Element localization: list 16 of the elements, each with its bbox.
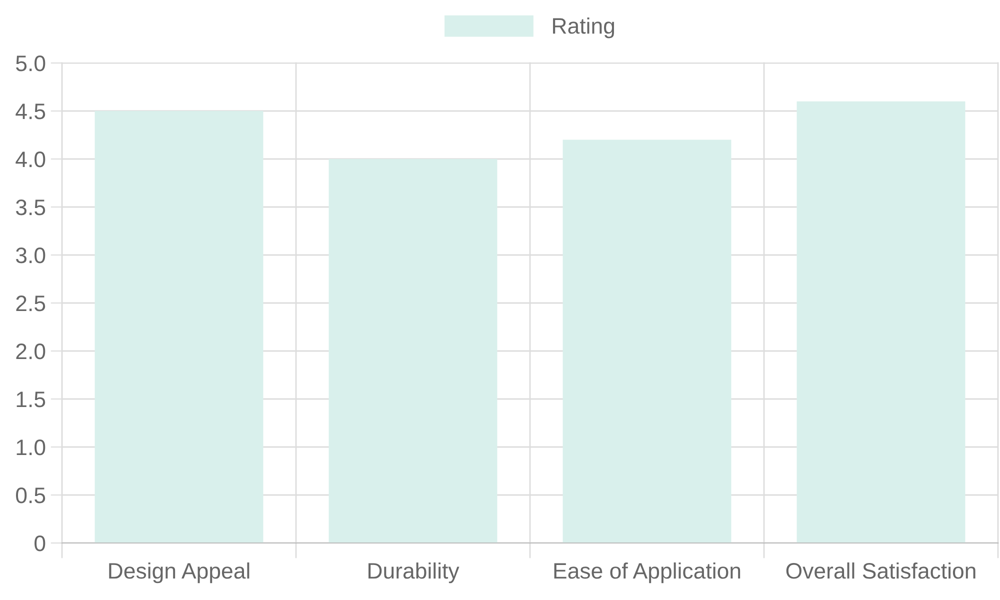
y-tick-label: 1.5 bbox=[16, 392, 46, 408]
x-tick-label: Ease of Application bbox=[554, 562, 740, 584]
y-tick-label: 5.0 bbox=[16, 56, 46, 72]
y-tick-label: 0 bbox=[34, 536, 46, 552]
y-tick-label: 0.5 bbox=[16, 488, 46, 504]
x-tick-label: Durability bbox=[368, 562, 460, 584]
y-tick-label: 4.5 bbox=[16, 104, 46, 120]
y-tick-label: 3.5 bbox=[16, 200, 46, 216]
y-tick-label: 1.0 bbox=[16, 440, 46, 456]
y-tick-label: 4.0 bbox=[16, 152, 46, 168]
legend-label: Rating bbox=[553, 17, 614, 38]
y-tick-label: 3.0 bbox=[16, 248, 46, 264]
x-tick-label: Design Appeal bbox=[109, 562, 250, 584]
y-tick-label: 2.0 bbox=[16, 344, 46, 360]
x-tick-label: Overall Satisfaction bbox=[786, 562, 976, 579]
y-tick-label: 2.5 bbox=[16, 296, 46, 312]
